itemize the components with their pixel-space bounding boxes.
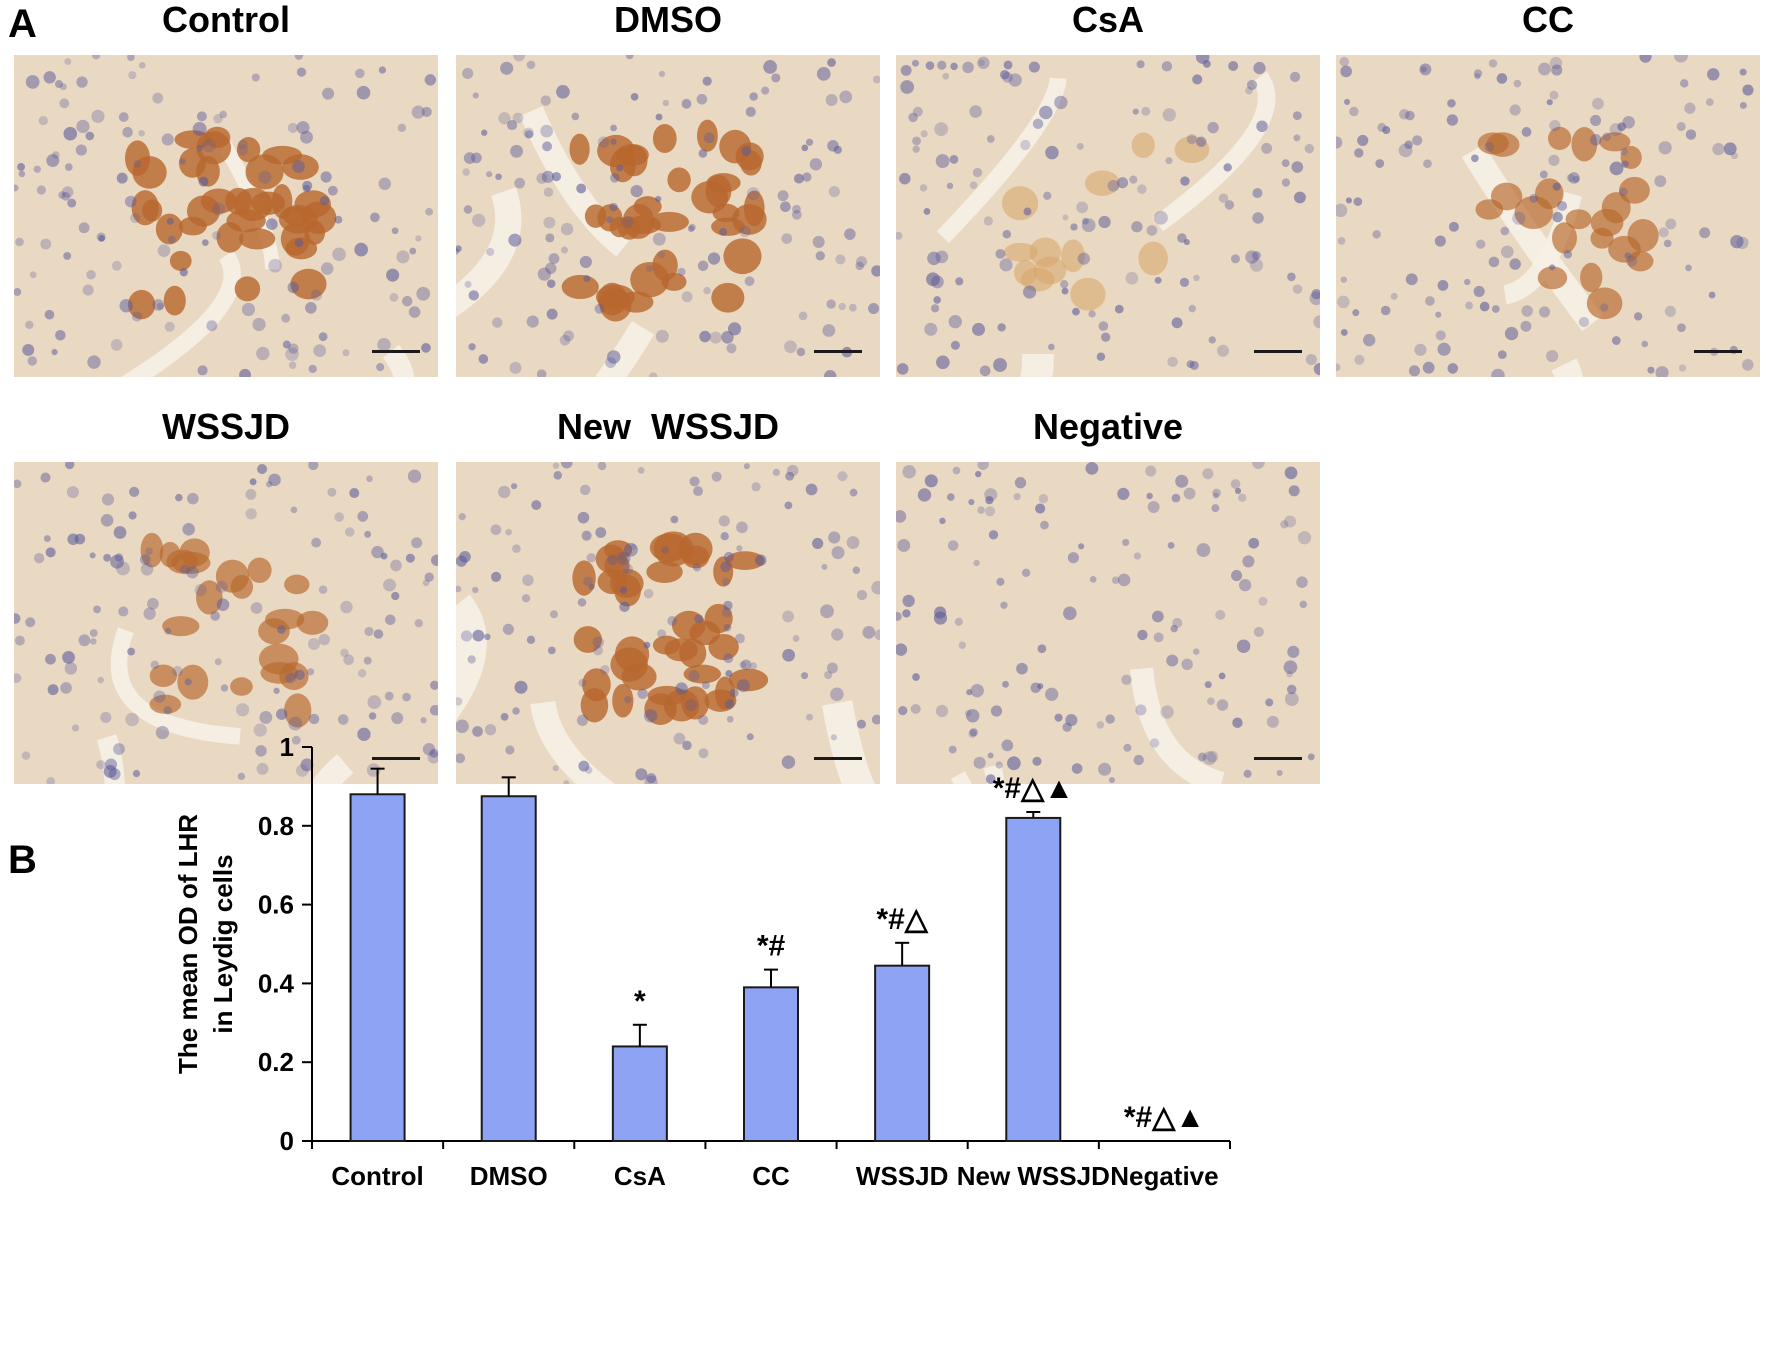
micrograph-new-wssjd: New WSSJD	[456, 406, 880, 784]
tissue-image	[1336, 55, 1760, 377]
bar	[349, 793, 406, 1143]
tissue-image	[14, 462, 438, 784]
significance-label: *#△▲	[1124, 1101, 1205, 1134]
panel-label-a: A	[8, 2, 37, 46]
micrograph-title: DMSO	[614, 0, 722, 40]
bar	[874, 964, 931, 1142]
significance-label: *#	[757, 930, 786, 963]
micrograph-title: Negative	[1032, 406, 1184, 447]
y-tick-label: 0.4	[258, 968, 295, 998]
bar	[1005, 816, 1062, 1142]
bar	[743, 986, 799, 1143]
micrograph-cc: CC	[1336, 0, 1760, 377]
scale-bar	[372, 757, 420, 760]
x-tick-label: CC	[752, 1161, 790, 1191]
tissue-image	[14, 55, 438, 377]
scale-bar	[1254, 757, 1302, 760]
y-tick-label: 0.2	[258, 1047, 294, 1077]
tissue-image	[456, 462, 880, 784]
micrograph-dmso: DMSO	[456, 0, 880, 377]
scale-bar	[814, 350, 862, 353]
micrograph-title: Control	[162, 0, 290, 40]
tissue-image	[456, 55, 880, 377]
micrograph-control: Control	[14, 0, 438, 377]
scale-bar	[1254, 350, 1302, 353]
y-tick-label: 1	[280, 732, 294, 762]
bar	[480, 795, 537, 1142]
y-axis-label: The mean OD of LHR	[173, 814, 203, 1074]
micrograph-title: CsA	[1071, 0, 1145, 40]
x-tick-label: New WSSJD	[957, 1161, 1110, 1191]
micrograph-csa: CsA	[896, 0, 1320, 377]
x-tick-label: DMSO	[470, 1161, 548, 1191]
y-tick-label: 0.8	[258, 811, 294, 841]
y-tick-label: 0	[280, 1126, 294, 1156]
micrograph-negative: Negative	[896, 406, 1320, 784]
scale-bar	[372, 350, 420, 353]
significance-label: *	[634, 985, 646, 1018]
x-tick-label: CsA	[614, 1161, 666, 1191]
y-tick-label: 0.6	[258, 890, 294, 920]
scale-bar	[1694, 350, 1742, 353]
significance-label: *#△	[876, 903, 928, 936]
significance-label: *#△▲	[993, 772, 1074, 805]
tissue-image	[896, 462, 1320, 784]
y-axis-label-line2: in Leydig cells	[208, 854, 238, 1033]
tissue-image	[896, 55, 1320, 377]
panel-label-b: B	[8, 838, 37, 882]
x-tick-label: Control	[331, 1161, 423, 1191]
micrograph-title: New WSSJD	[556, 406, 780, 447]
bar	[611, 1045, 668, 1142]
micrograph-title: CC	[1522, 0, 1574, 40]
scale-bar	[814, 757, 862, 760]
micrograph-title: WSSJD	[161, 406, 291, 447]
micrograph-wssjd: WSSJD	[14, 406, 438, 784]
x-tick-label: WSSJD	[856, 1161, 948, 1191]
x-tick-label: Negative	[1110, 1161, 1218, 1191]
